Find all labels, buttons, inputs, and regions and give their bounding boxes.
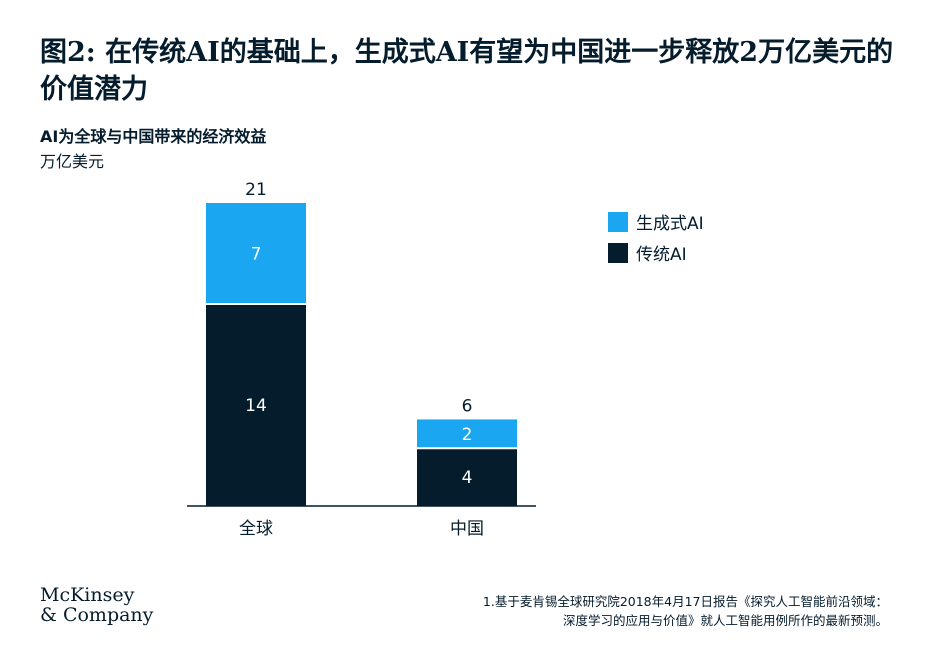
chart-subtitle: AI为全球与中国带来的经济效益 (40, 127, 267, 146)
bar-segment-traditional-global (206, 304, 306, 506)
legend-label-traditional: 传统AI (636, 245, 687, 265)
bar-segment-generative-china (417, 419, 517, 449)
footnote-line-2: 深度学习的应用与价值》就人工智能用例所作的最新预测。 (562, 613, 888, 628)
chart-unit: 万亿美元 (40, 152, 105, 171)
footnote-line-1: 1.基于麦肯锡全球研究院2018年4月17日报告《探究人工智能前沿领域： (482, 594, 888, 609)
data-label: 2 (462, 425, 473, 445)
total-label: 6 (462, 396, 473, 416)
bar-segment-generative-global (206, 203, 306, 304)
data-label: 7 (251, 245, 262, 265)
data-label: 14 (245, 396, 267, 416)
logo-line-1: McKinsey (40, 584, 135, 606)
legend-item-generative: 生成式AI (608, 208, 704, 235)
chart-legend: 生成式AI 传统AI (608, 208, 704, 270)
bar-segment-traditional-china (417, 448, 517, 506)
legend-label-generative: 生成式AI (636, 214, 704, 234)
footnote: 1.基于麦肯锡全球研究院2018年4月17日报告《探究人工智能前沿领域： 深度学… (483, 592, 888, 630)
legend-swatch-generative (608, 211, 628, 232)
total-label: 21 (245, 180, 267, 200)
mckinsey-logo: McKinsey & Company (40, 585, 153, 625)
data-label: 4 (462, 468, 473, 488)
legend-item-traditional: 传统AI (608, 239, 704, 266)
category-label: 全球 (239, 519, 273, 539)
legend-swatch-traditional (608, 242, 628, 263)
category-label: 中国 (450, 519, 484, 539)
logo-line-2: & Company (40, 604, 154, 626)
page-title: 图2: 在传统AI的基础上，生成式AI有望为中国进一步释放2万亿美元的价值潜力 (40, 37, 894, 105)
